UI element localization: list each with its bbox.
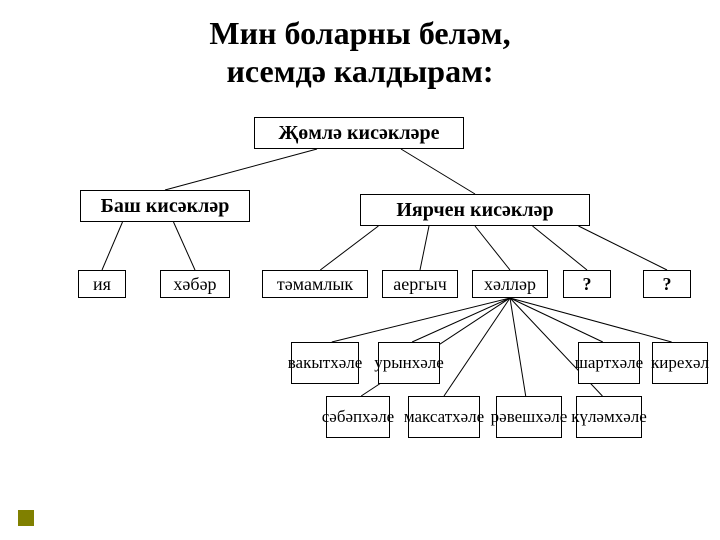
edge-haller-uryn bbox=[412, 298, 510, 342]
node-aergych: аергыч bbox=[382, 270, 458, 298]
node-q2: ? bbox=[643, 270, 691, 298]
edge-iyar-q2 bbox=[579, 226, 668, 270]
edge-iyar-q1 bbox=[533, 226, 588, 270]
node-shart: шартхәле bbox=[578, 342, 640, 384]
node-habar: хәбәр bbox=[160, 270, 230, 298]
node-sabap: сәбәпхәле bbox=[326, 396, 390, 438]
title-line-2: исемдә калдырам: bbox=[226, 53, 493, 89]
node-uryn: урынхәле bbox=[378, 342, 440, 384]
node-maksad: максатхәле bbox=[408, 396, 480, 438]
node-tamam: тәмамлык bbox=[262, 270, 368, 298]
edge-bash-iya bbox=[102, 222, 123, 270]
edge-haller-kire bbox=[510, 298, 672, 342]
node-haller: хәлләр bbox=[472, 270, 548, 298]
edge-root-bash bbox=[165, 149, 317, 190]
title-line-1: Мин боларны беләм, bbox=[209, 15, 510, 51]
node-bash: Баш кисәкләр bbox=[80, 190, 250, 222]
edge-haller-shart bbox=[510, 298, 603, 342]
edge-haller-maksad bbox=[444, 298, 510, 396]
node-ravesh: рәвешхәле bbox=[496, 396, 562, 438]
edge-root-iyar bbox=[401, 149, 475, 194]
edge-bash-habar bbox=[174, 222, 196, 270]
node-kire: кирехәл bbox=[652, 342, 708, 384]
node-root: Җөмлә кисәкләре bbox=[254, 117, 464, 149]
node-iyar: Иярчен кисәкләр bbox=[360, 194, 590, 226]
edge-iyar-tamam bbox=[320, 226, 378, 270]
node-vakyt: вакытхәле bbox=[291, 342, 359, 384]
page-title: Мин боларны беләм, исемдә калдырам: bbox=[0, 0, 720, 91]
node-kulam: күләмхәле bbox=[576, 396, 642, 438]
edge-iyar-aergych bbox=[420, 226, 429, 270]
node-q1: ? bbox=[563, 270, 611, 298]
corner-marker bbox=[18, 510, 34, 526]
edge-iyar-haller bbox=[475, 226, 510, 270]
edge-haller-ravesh bbox=[510, 298, 526, 396]
edge-haller-vakyt bbox=[332, 298, 510, 342]
node-iya: ия bbox=[78, 270, 126, 298]
